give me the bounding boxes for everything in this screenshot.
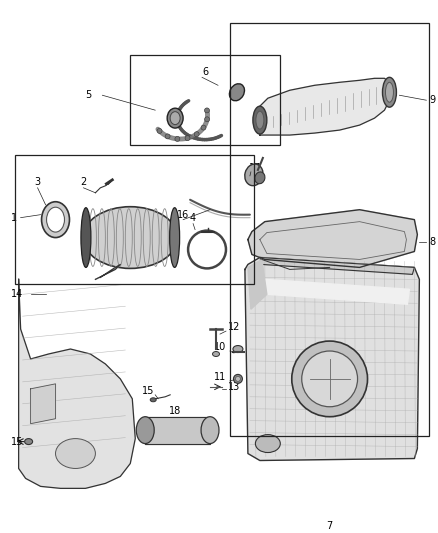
Ellipse shape <box>25 439 32 445</box>
Ellipse shape <box>233 374 242 383</box>
Ellipse shape <box>212 352 219 357</box>
Ellipse shape <box>236 376 240 382</box>
Circle shape <box>175 136 180 141</box>
Text: 1: 1 <box>11 213 17 223</box>
Polygon shape <box>19 279 135 488</box>
Text: 8: 8 <box>429 237 435 247</box>
Polygon shape <box>245 257 419 461</box>
Text: 10: 10 <box>214 342 226 352</box>
Ellipse shape <box>230 84 244 101</box>
Circle shape <box>185 136 190 141</box>
Circle shape <box>302 351 357 407</box>
Circle shape <box>205 108 209 113</box>
Bar <box>14 155 254 284</box>
Ellipse shape <box>81 208 91 268</box>
Circle shape <box>205 117 210 122</box>
Circle shape <box>201 125 206 130</box>
Circle shape <box>194 132 199 136</box>
Text: 15: 15 <box>142 386 155 396</box>
Bar <box>130 55 280 145</box>
Ellipse shape <box>83 207 178 269</box>
Ellipse shape <box>245 164 263 185</box>
Polygon shape <box>248 260 267 309</box>
Ellipse shape <box>253 106 267 134</box>
Text: 3: 3 <box>35 177 41 187</box>
Ellipse shape <box>170 208 180 268</box>
Text: 2: 2 <box>80 177 87 187</box>
Bar <box>230 22 429 435</box>
Text: 18: 18 <box>169 406 181 416</box>
Text: 11: 11 <box>214 372 226 382</box>
Circle shape <box>157 128 162 133</box>
Polygon shape <box>248 209 417 268</box>
Text: 5: 5 <box>85 90 92 100</box>
Circle shape <box>165 134 170 139</box>
Text: 16: 16 <box>177 209 189 220</box>
Ellipse shape <box>56 439 95 469</box>
Polygon shape <box>145 417 210 443</box>
Ellipse shape <box>170 111 180 125</box>
Ellipse shape <box>150 398 156 402</box>
Text: 13: 13 <box>228 382 240 392</box>
Ellipse shape <box>42 201 70 238</box>
Polygon shape <box>31 384 56 424</box>
Ellipse shape <box>201 417 219 443</box>
Polygon shape <box>95 264 120 279</box>
Ellipse shape <box>46 207 64 232</box>
Polygon shape <box>255 78 392 135</box>
Ellipse shape <box>256 111 264 129</box>
Ellipse shape <box>255 434 280 453</box>
Circle shape <box>292 341 367 417</box>
Text: 15: 15 <box>11 437 23 447</box>
Text: 6: 6 <box>202 67 208 77</box>
Text: 12: 12 <box>228 322 240 332</box>
Text: 14: 14 <box>11 289 23 300</box>
Text: 17: 17 <box>249 163 261 173</box>
Text: 4: 4 <box>190 213 196 223</box>
Polygon shape <box>265 279 410 304</box>
Ellipse shape <box>385 82 393 102</box>
Text: 9: 9 <box>429 95 435 105</box>
Ellipse shape <box>255 172 265 184</box>
Ellipse shape <box>167 108 183 128</box>
Polygon shape <box>260 257 414 274</box>
Ellipse shape <box>233 345 243 352</box>
Ellipse shape <box>382 77 396 107</box>
Text: 7: 7 <box>326 521 333 531</box>
Ellipse shape <box>136 417 154 443</box>
